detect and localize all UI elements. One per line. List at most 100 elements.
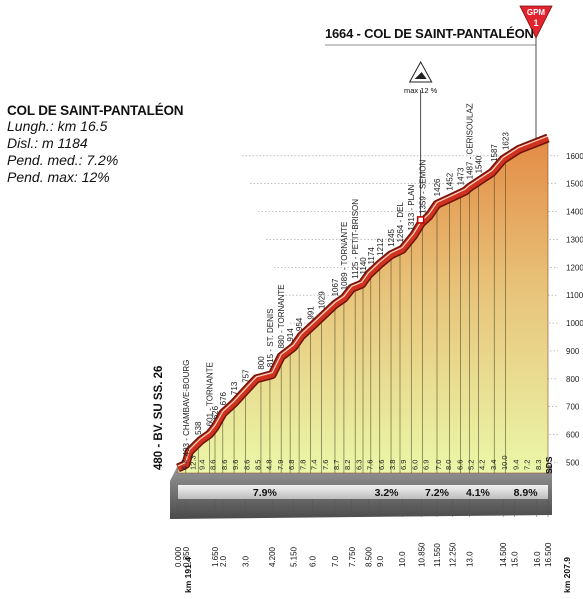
segment-grade-label: 6.6 (455, 460, 464, 470)
road-highlight (177, 135, 549, 467)
place-label: 1540 (474, 155, 483, 173)
altitude-tick-label: 700 (566, 403, 580, 412)
segment-grade-label: 8.6 (242, 460, 251, 470)
km-tick-label: 10.0 (398, 551, 407, 567)
segment-grade-label: 6.8 (287, 460, 296, 470)
place-label: 1140 (359, 257, 368, 275)
climb-avg-grade: Pend. med.: 7.2% (7, 152, 119, 168)
km-tick-label: 4.200 (268, 546, 277, 567)
place-label: 1125 - PETIT-BRISON (351, 199, 360, 279)
average-grade-label: 7.2% (425, 487, 450, 499)
km-tick-label: 13.0 (466, 551, 475, 567)
segment-grade-label: 4.8 (265, 460, 274, 470)
segment-grade-label: 7.2 (523, 460, 532, 470)
segment-grade-label: 8.2 (343, 460, 352, 470)
place-label: 493 - CHAMBAVE-BOURG (182, 360, 191, 457)
place-label: 1264 - DEL (396, 202, 405, 243)
place-label: 1029 (318, 291, 327, 309)
segment-grade-label: 3.4 (489, 460, 498, 470)
km-tick-label: 8.500 (365, 546, 374, 567)
place-label: 991 (306, 306, 315, 320)
segment-grade-label: 12.3 (188, 455, 197, 470)
altitude-tick-label: 1600 (566, 152, 583, 161)
place-label: 1487 - CERISOULAZ (466, 103, 475, 179)
place-label: 800 (257, 356, 266, 370)
altitude-tick-label: 600 (566, 431, 580, 440)
km-tick-label: 10.850 (417, 542, 426, 567)
altitude-tick-label: 1100 (566, 291, 583, 300)
place-label: 1089 - TORNANTE (340, 222, 349, 291)
climb-info-box: COL DE SAINT-PANTALÉON Lungh.: km 16.5 D… (7, 103, 184, 186)
place-label: 676 (219, 391, 228, 405)
place-label: 1212 (376, 238, 385, 256)
km-tick-label: 15.0 (510, 551, 519, 567)
segment-grade-label: 9.6 (231, 460, 240, 470)
km-tick-label: 16.500 (544, 542, 553, 567)
segment-grade-label: 9.4 (511, 460, 520, 470)
place-label: 1174 (367, 247, 376, 265)
place-label: 815 - ST. DENIS (266, 309, 275, 368)
altitude-tick-label: 1400 (566, 208, 583, 217)
place-label: 713 (230, 381, 239, 395)
climb-max-grade: Pend. max: 12% (7, 169, 110, 185)
km-tick-label: 6.0 (309, 555, 318, 567)
segment-grade-label: 8.7 (332, 460, 341, 470)
km-tick-label: 9.0 (376, 555, 385, 567)
place-label: 1067 (331, 278, 340, 296)
segment-grade-label: 7.6 (366, 460, 375, 470)
segment-grade-label: 3.8 (388, 460, 397, 470)
climb-title: COL DE SAINT-PANTALÉON (7, 103, 184, 118)
place-label: 1359 - SEMON (418, 160, 427, 214)
segment-grade-label: 7.6 (321, 460, 330, 470)
segment-grade-label: 8.6 (220, 460, 229, 470)
place-label: 1473 (457, 167, 466, 185)
average-grade-label: 4.1% (466, 487, 491, 499)
place-label: 880 - TORNANTE (277, 284, 286, 348)
altitude-tick-label: 1300 (566, 235, 583, 244)
segment-grade-label: 6.3 (354, 460, 363, 470)
segment-grade-label: 5.2 (467, 460, 476, 470)
km-tick-label: 1.650 (211, 546, 220, 567)
max-grade-label: max 12 % (404, 86, 438, 95)
place-label: 757 (241, 369, 250, 383)
segment-grade-label: 7.0 (434, 460, 443, 470)
road (176, 135, 550, 471)
max-grade-warning-icon (408, 60, 433, 83)
altitude-tick-label: 1500 (566, 180, 583, 189)
place-label: 601 - TORNANTE (205, 362, 214, 426)
climb-length: Lungh.: km 16.5 (7, 118, 108, 134)
place-label: 1623 (501, 132, 510, 150)
altitude-tick-label: 1200 (566, 263, 583, 272)
average-grade-label: 8.9% (514, 487, 539, 499)
km-marker-start: km 191.4 (183, 557, 193, 593)
place-label: 1452 (445, 172, 454, 190)
km-tick-label: 11.550 (433, 543, 442, 567)
segment-grade-label: 7.8 (298, 460, 307, 470)
place-label: 914 (286, 328, 295, 342)
gpm-triangle-icon (519, 5, 553, 39)
max-grade-slope-icon (414, 72, 427, 79)
grade-band (178, 485, 548, 499)
segment-grade-label: 6.9 (399, 460, 408, 470)
place-label: 626 (211, 405, 220, 419)
segment-grade-label: 8.3 (534, 460, 543, 470)
segment-grade-label: 7.4 (310, 460, 319, 470)
km-tick-label: 5.150 (289, 546, 298, 567)
segment-grade-label: 7.9 (276, 460, 285, 470)
km-tick-label: 2.0 (219, 555, 228, 567)
km-marker-end: km 207.9 (562, 557, 572, 593)
max-grade-point (416, 216, 425, 224)
segment-grade-label: 6.9 (422, 460, 431, 470)
sds-label: SDS (544, 456, 554, 474)
km-tick-label: 3.0 (241, 555, 250, 567)
base-label: 480 - BV. SU SS. 26 (153, 365, 165, 470)
segment-grade-label: 4.2 (179, 460, 188, 470)
altitude-tick-label: 900 (566, 347, 580, 356)
gpm-label: GPM (527, 8, 546, 17)
km-tick-label: 16.0 (533, 551, 542, 567)
place-label: 538 (194, 421, 203, 435)
km-tick-label: 7.0 (331, 555, 340, 567)
summit-label: 1664 - COL DE SAINT-PANTALÉON (325, 26, 534, 41)
segment-grade-label: 8.0 (444, 460, 453, 470)
segment-grade-label: 4.2 (478, 460, 487, 470)
